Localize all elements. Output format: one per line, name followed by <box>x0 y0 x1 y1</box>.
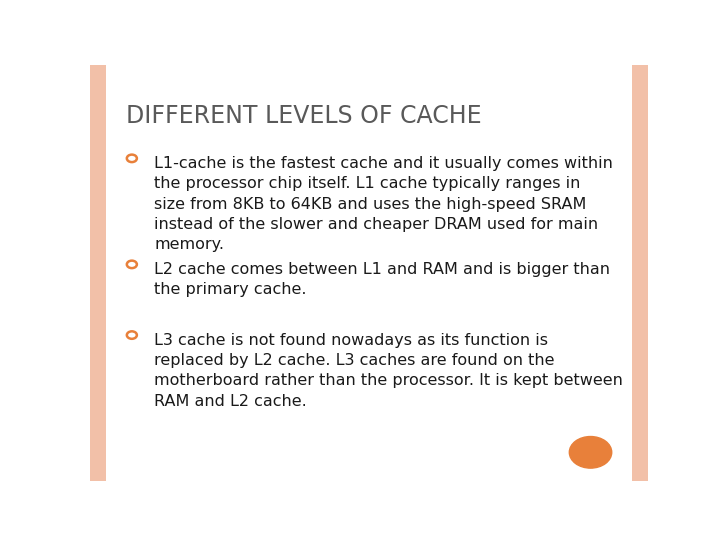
FancyBboxPatch shape <box>632 65 648 481</box>
Circle shape <box>127 261 137 268</box>
Text: L3 cache is not found nowadays as its function is
replaced by L2 cache. L3 cache: L3 cache is not found nowadays as its fu… <box>154 333 623 409</box>
Circle shape <box>127 332 137 339</box>
Text: L2 cache comes between L1 and RAM and is bigger than
the primary cache.: L2 cache comes between L1 and RAM and is… <box>154 262 610 298</box>
Text: DIFFERENT LEVELS OF CACHE: DIFFERENT LEVELS OF CACHE <box>126 104 482 129</box>
Text: L1-cache is the fastest cache and it usually comes within
the processor chip its: L1-cache is the fastest cache and it usu… <box>154 156 613 253</box>
Circle shape <box>570 436 612 468</box>
FancyBboxPatch shape <box>90 65 106 481</box>
Circle shape <box>127 154 137 162</box>
